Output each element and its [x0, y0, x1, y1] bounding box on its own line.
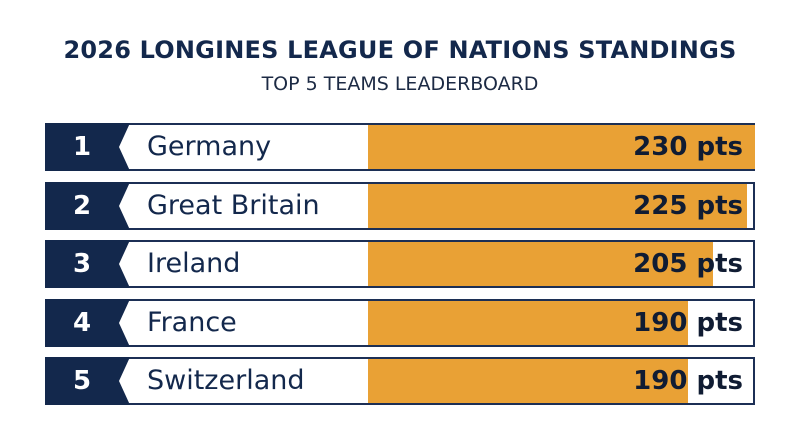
- leaderboard-row: 2 Great Britain 225 pts: [45, 182, 755, 230]
- score-bar: [368, 301, 688, 345]
- rank-ribbon-shape: [45, 182, 130, 230]
- score-bar: [368, 359, 688, 403]
- rank-badge: 3: [45, 240, 130, 288]
- chart-subtitle: TOP 5 TEAMS LEADERBOARD: [261, 73, 539, 95]
- points-label: 190 pts: [633, 308, 743, 338]
- rank-ribbon-shape: [45, 357, 130, 405]
- bar-track: 225 pts: [368, 184, 753, 228]
- team-name: Ireland: [147, 248, 241, 279]
- rank-badge: 5: [45, 357, 130, 405]
- bar-track: 190 pts: [368, 301, 753, 345]
- score-bar: [368, 242, 713, 286]
- points-label: 225 pts: [633, 191, 743, 221]
- team-name: Switzerland: [147, 365, 305, 396]
- leaderboard-row: 3 Ireland 205 pts: [45, 240, 755, 288]
- points-label: 190 pts: [633, 366, 743, 396]
- score-bar: [368, 184, 747, 228]
- points-label: 205 pts: [633, 249, 743, 279]
- team-name: Germany: [147, 131, 272, 162]
- points-label: 230 pts: [633, 132, 743, 162]
- rank-ribbon-shape: [45, 240, 130, 288]
- rank-badge: 2: [45, 182, 130, 230]
- bar-track: 230 pts: [368, 125, 755, 169]
- leaderboard-row: 4 France 190 pts: [45, 299, 755, 347]
- rank-number: 3: [72, 249, 92, 279]
- chart-title: 2026 LONGINES LEAGUE OF NATIONS STANDING…: [63, 36, 737, 64]
- team-name: Great Britain: [147, 190, 320, 221]
- team-name: France: [147, 307, 237, 338]
- rank-number: 2: [72, 191, 92, 221]
- rank-number: 1: [72, 132, 92, 162]
- rank-badge: 1: [45, 123, 130, 171]
- leaderboard-row: 5 Switzerland 190 pts: [45, 357, 755, 405]
- rank-number: 4: [72, 308, 92, 338]
- leaderboard-row: 1 Germany 230 pts: [45, 123, 755, 171]
- rank-ribbon-shape: [45, 123, 130, 171]
- bar-track: 190 pts: [368, 359, 753, 403]
- rank-ribbon-shape: [45, 299, 130, 347]
- score-bar: [368, 125, 755, 169]
- rank-badge: 4: [45, 299, 130, 347]
- bar-track: 205 pts: [368, 242, 753, 286]
- rank-number: 5: [72, 366, 92, 396]
